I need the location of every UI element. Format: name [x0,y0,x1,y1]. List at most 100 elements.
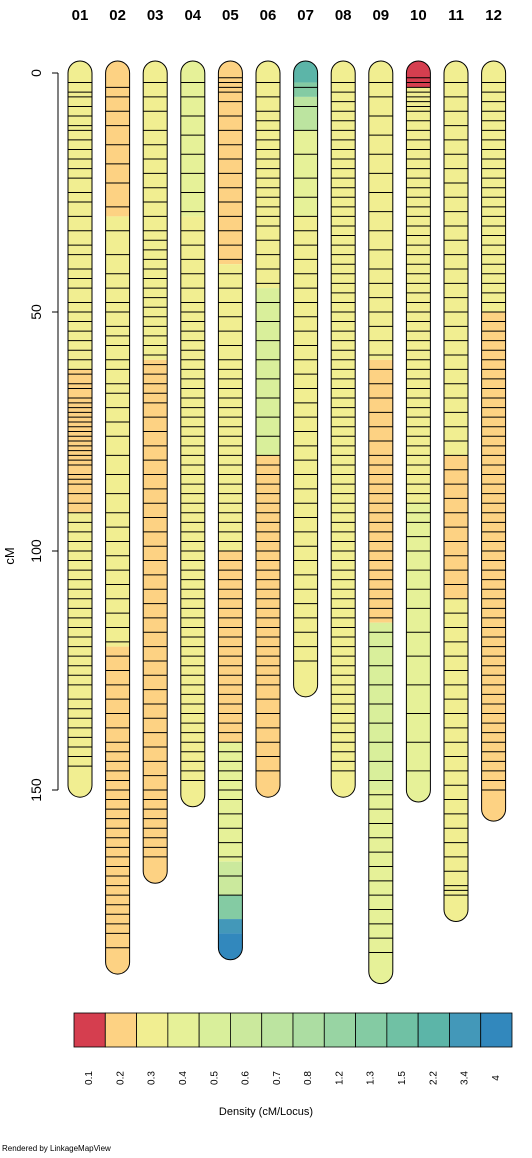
chromosome-12: 12 [481,7,507,822]
legend-label: 0.2 [115,1071,126,1085]
density-segment [368,359,393,623]
y-tick-label: 50 [28,304,44,320]
chromosome-body [444,61,468,922]
chromosome-02: 02 [105,7,131,975]
legend-label: 4 [491,1075,502,1081]
density-segment [143,359,168,884]
chromosome-label: 09 [372,7,389,24]
chromosome-body [180,61,205,807]
chromosome-label: 12 [485,7,502,24]
chromosome-label: 04 [184,7,201,24]
chromosome-outline [443,60,469,922]
chromosome-outline [481,60,507,822]
legend-label: 0.1 [84,1071,95,1085]
density-segment [218,742,243,862]
legend-swatch [292,1012,325,1048]
footer-credit: Rendered by LinkageMapView [2,1144,111,1153]
chromosome-body [105,61,130,975]
chromosome-outline [405,60,431,803]
chromosome-label: 01 [72,7,89,24]
legend-label: 0.3 [147,1071,158,1085]
density-segment [105,216,130,647]
chromosomes: 01 02 03 04 05 06 07 08 09 10 11 12 [67,7,507,985]
chromosome-body [218,61,243,960]
density-segment [218,919,243,934]
legend-swatch [198,1012,231,1048]
chromosome-label: 06 [260,7,277,24]
chromosome-04: 04 [180,7,206,808]
density-legend: 0.1 0.2 0.3 0.4 0.5 0.6 0.7 0.8 1.2 1.3 1.5 2.2 3.4 4 [73,1012,513,1085]
density-segment [68,512,92,798]
legend-label: 0.6 [241,1071,252,1085]
legend-swatch [167,1012,200,1048]
density-segment [293,216,318,697]
density-segment [444,61,468,456]
chromosome-10: 10 [405,7,431,803]
chromosome-outline [105,60,131,975]
legend-label: 0.7 [272,1071,283,1085]
density-segment [180,61,205,217]
legend-label: 0.5 [209,1071,220,1085]
y-tick-label: 100 [28,539,44,563]
chromosome-09: 09 [368,7,394,985]
chromosome-body [143,61,168,884]
density-segment [105,61,130,217]
density-segment [368,61,393,360]
chromosome-03: 03 [142,7,168,884]
density-segment [481,312,506,822]
chromosome-outline [180,60,206,808]
chromosome-outline [368,60,394,985]
density-segment [368,622,393,790]
chromosome-outline [142,60,168,884]
density-segment [293,130,318,217]
density-segment [331,61,356,798]
density-segment [406,503,431,802]
chromosome-label: 10 [410,7,427,24]
y-tick-label: 0 [28,69,44,77]
legend-swatch [73,1012,106,1048]
chromosome-body [368,61,393,984]
chromosome-outline [255,60,281,798]
legend-label: 1.5 [397,1071,408,1085]
legend-label: 2.2 [428,1071,439,1085]
legend-label: 1.3 [366,1071,377,1085]
density-segment [218,861,243,896]
chromosome-label: 03 [147,7,164,24]
density-segment [256,455,280,798]
legend-label: 0.8 [303,1071,314,1085]
chromosome-label: 05 [222,7,239,24]
legend-swatch [386,1012,419,1048]
density-segment [256,288,280,456]
chromosome-01: 01 [67,7,93,798]
legend-label: 3.4 [460,1071,471,1085]
chromosome-body [256,61,280,798]
chromosome-label: 02 [109,7,126,24]
legend-swatch [136,1012,169,1048]
chromosome-11: 11 [443,7,469,922]
chromosome-06: 06 [255,7,281,798]
legend-label: 0.4 [178,1071,189,1085]
legend-swatch [323,1012,356,1048]
legend-label: 1.2 [334,1071,345,1085]
chromosome-outline [293,60,319,698]
chromosome-outline [330,60,356,798]
chromosome-body [293,61,318,697]
legend-swatch [355,1012,388,1048]
density-segment [481,61,506,312]
chromosome-07: 07 [293,7,319,698]
legend-swatch [480,1012,513,1048]
chromosome-label: 08 [335,7,352,24]
chromosome-05: 05 [217,7,243,961]
y-tick-label: 150 [28,778,44,802]
chromosome-body [68,61,92,798]
density-segment [406,87,431,504]
density-segment [218,933,243,960]
chromosome-outline [217,60,243,961]
legend-swatch [104,1012,137,1048]
legend-title: Density (cM/Locus) [218,1106,314,1118]
density-segment [256,61,280,289]
y-axis-label: cM [2,547,17,564]
density-segment [368,790,393,984]
chromosome-08: 08 [330,7,356,798]
